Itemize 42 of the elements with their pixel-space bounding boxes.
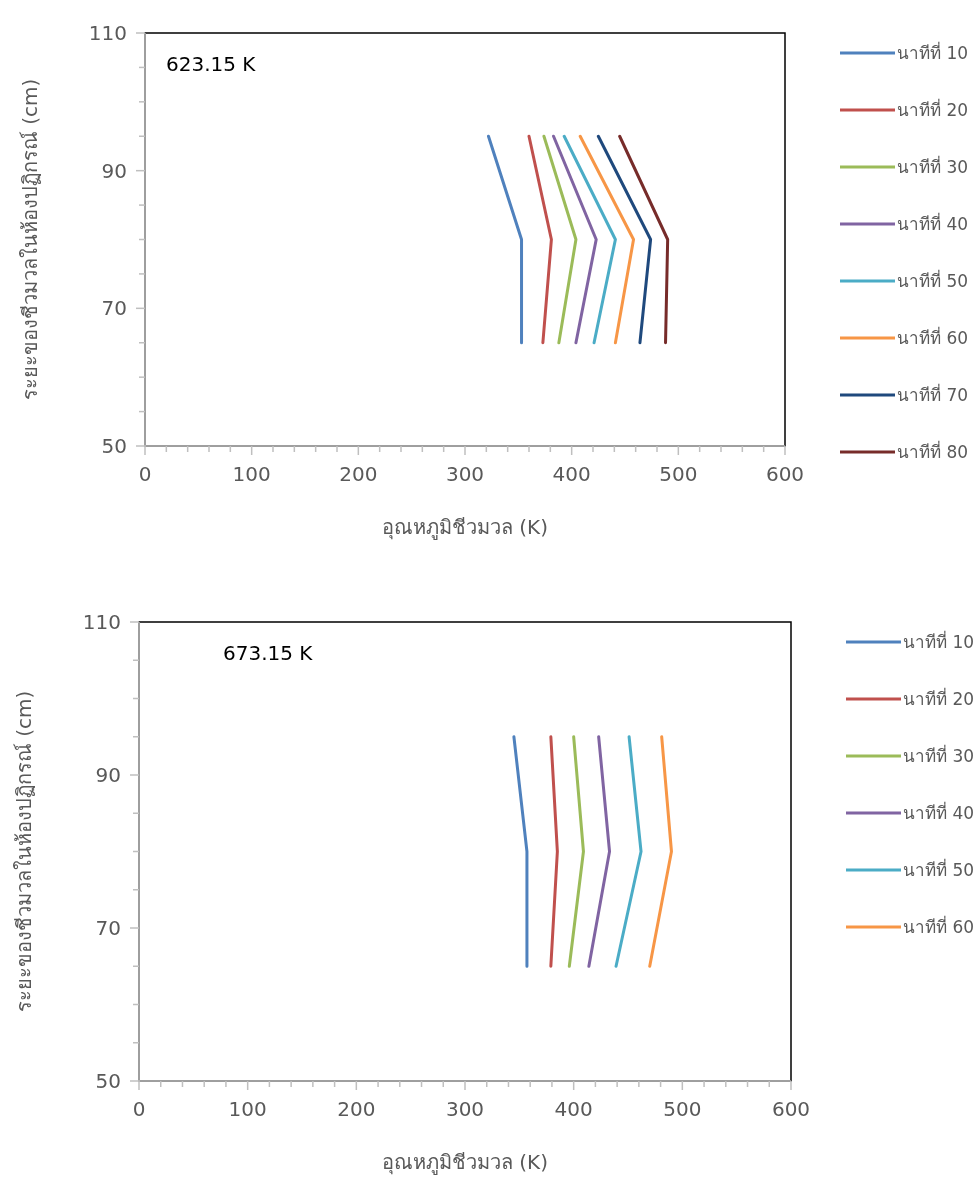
x-tick-label: 300 (445, 462, 485, 486)
annotation: 673.15 K (223, 641, 314, 665)
x-tick-label: 600 (771, 1097, 811, 1121)
legend-label: นาทีที่ 20 (903, 686, 975, 709)
x-tick-label: 100 (228, 1097, 267, 1121)
x-axis-title: อุณหภูมิชีวมวล (K) (381, 515, 549, 540)
x-tick-label: 0 (138, 462, 152, 486)
y-tick-label: 50 (101, 434, 127, 458)
x-tick-label: 500 (663, 1097, 702, 1121)
legend-label: นาทีที่ 80 (897, 439, 969, 462)
y-tick-label: 50 (95, 1069, 121, 1093)
y-tick-label: 90 (95, 763, 121, 787)
y-axis-title: ระยะของชีวมวลในห้องปฏิกรณ์ (cm) (18, 78, 42, 401)
legend-label: นาทีที่ 30 (903, 743, 975, 766)
x-tick-label: 400 (554, 1097, 593, 1121)
x-tick-label: 500 (659, 462, 698, 486)
legend-label: นาทีที่ 20 (897, 97, 969, 120)
y-tick-label: 70 (101, 296, 127, 321)
y-tick-label: 70 (95, 916, 121, 940)
x-tick-label: 100 (232, 462, 271, 486)
y-tick-label: 110 (88, 21, 127, 45)
x-tick-label: 400 (552, 462, 591, 486)
legend-label: นาทีที่ 40 (897, 211, 969, 234)
y-tick-label: 110 (82, 610, 121, 634)
y-tick-label: 90 (101, 158, 127, 183)
legend-label: นาทีที่ 70 (897, 382, 969, 405)
legend-label: นาทีที่ 40 (903, 800, 975, 823)
legend-label: นาทีที่ 60 (897, 325, 969, 348)
legend-label: นาทีที่ 50 (897, 268, 969, 291)
legend-label: นาทีที่ 10 (897, 40, 969, 63)
annotation: 623.15 K (166, 52, 257, 76)
legend-label: นาทีที่ 50 (903, 857, 975, 880)
legend-label: นาทีที่ 30 (897, 154, 969, 177)
x-tick-label: 300 (445, 1097, 485, 1121)
y-axis-title: ระยะของชีวมวลในห้องปฏิกรณ์ (cm) (12, 690, 36, 1013)
legend-label: นาทีที่ 10 (903, 629, 975, 652)
x-tick-label: 200 (339, 462, 378, 486)
x-tick-label: 200 (337, 1097, 376, 1121)
x-axis-title: อุณหภูมิชีวมวล (K) (381, 1150, 549, 1175)
x-tick-label: 0 (132, 1097, 146, 1121)
legend-label: นาทีที่ 60 (903, 914, 975, 937)
x-tick-label: 600 (765, 462, 805, 486)
